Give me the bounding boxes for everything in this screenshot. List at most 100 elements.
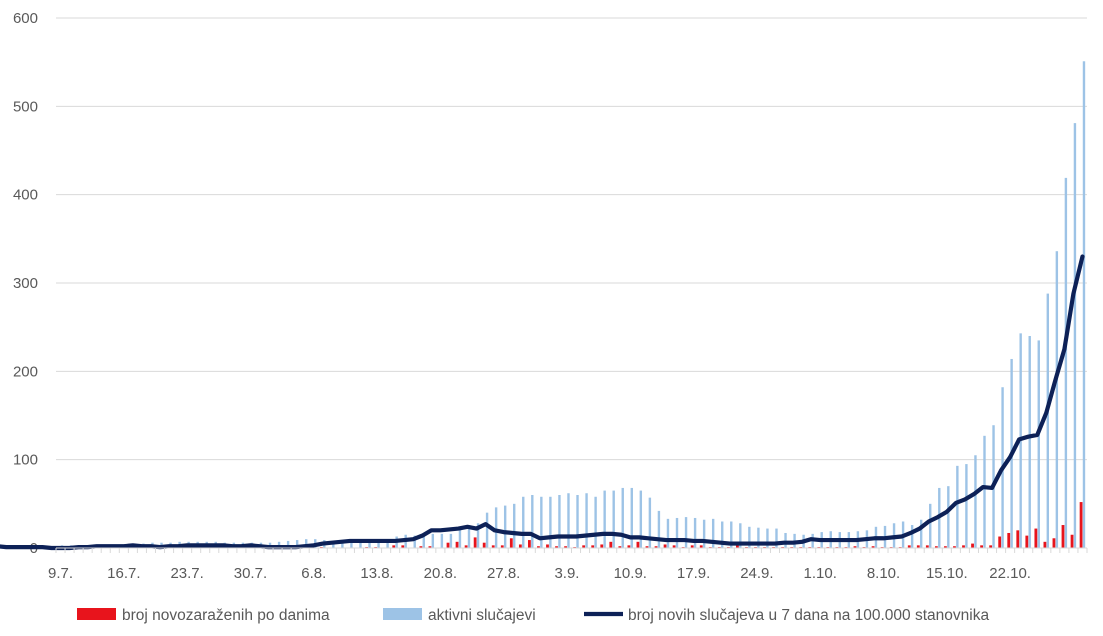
- bar-new-cases: [446, 542, 450, 548]
- legend-item-active-cases: aktivni slučajevi: [383, 607, 536, 624]
- legend-swatch-new-cases: [77, 608, 116, 620]
- bar-active-cases: [513, 503, 516, 548]
- bar-active-cases: [540, 496, 543, 548]
- bar-active-cases: [386, 540, 389, 548]
- bar-new-cases: [591, 545, 595, 548]
- bar-active-cases: [675, 517, 679, 548]
- bar-new-cases: [627, 545, 631, 548]
- bar-new-cases: [853, 546, 857, 548]
- x-tick-label: 27.8.: [487, 565, 520, 582]
- x-tick-label: 1.10.: [804, 565, 837, 582]
- bar-active-cases: [368, 542, 371, 548]
- bar-new-cases: [962, 545, 965, 548]
- x-tick-label: 13.8.: [360, 565, 393, 582]
- bar-new-cases: [925, 545, 929, 548]
- bar-active-cases: [359, 542, 362, 548]
- bar-active-cases: [983, 435, 986, 548]
- bar-active-cases: [621, 487, 624, 548]
- bar-active-cases: [919, 519, 923, 548]
- bar-active-cases: [503, 505, 507, 548]
- series-new-cases-bars: [57, 502, 1083, 548]
- bar-new-cases: [546, 544, 549, 548]
- bar-active-cases: [1028, 336, 1031, 548]
- bar-new-cases: [564, 546, 567, 548]
- bar-new-cases: [1007, 532, 1011, 548]
- y-tick-label: 400: [13, 187, 38, 204]
- bar-new-cases: [871, 546, 875, 548]
- bar-active-cases: [612, 490, 615, 548]
- bar-active-cases: [657, 510, 661, 548]
- legend-item-new-cases: broj novozaraženih po danima: [77, 607, 330, 624]
- bar-new-cases: [1043, 541, 1047, 548]
- bar-new-cases: [1061, 525, 1065, 548]
- bar-new-cases: [645, 546, 649, 548]
- bar-new-cases: [654, 546, 658, 548]
- legend-label-7day-rate: broj novih slučajeva u 7 dana na 100.000…: [628, 607, 989, 624]
- bar-active-cases: [947, 486, 950, 548]
- bar-new-cases: [392, 545, 396, 548]
- bar-new-cases: [537, 546, 540, 548]
- bar-active-cases: [929, 503, 932, 548]
- bar-new-cases: [907, 545, 911, 548]
- bar-active-cases: [295, 540, 299, 548]
- bar-active-cases: [341, 541, 344, 548]
- bar-new-cases: [600, 544, 604, 548]
- bar-active-cases: [603, 490, 606, 548]
- bar-active-cases: [639, 490, 643, 548]
- bar-active-cases: [1037, 340, 1040, 548]
- bar-active-cases: [549, 496, 552, 548]
- bar-new-cases: [916, 545, 920, 548]
- bar-active-cases: [956, 465, 959, 548]
- bar-active-cases: [422, 534, 425, 548]
- bar-new-cases: [663, 544, 667, 548]
- series-7day-rate-line: [0, 254, 1085, 551]
- x-tick-label: 23.7.: [170, 565, 203, 582]
- bar-active-cases: [648, 497, 652, 548]
- bar-new-cases: [618, 546, 622, 548]
- bar-active-cases: [476, 523, 480, 548]
- bar-active-cases: [702, 519, 706, 548]
- legend-label-active-cases: aktivni slučajevi: [428, 607, 536, 624]
- x-axis-tick-labels: 9.7. 16.7. 23.7. 30.7. 6.8. 13.8. 20.8. 27.8. 3.…: [48, 565, 1031, 582]
- bar-new-cases: [609, 541, 613, 548]
- x-tick-label: 3.9.: [554, 565, 579, 582]
- bar-new-cases: [944, 546, 947, 548]
- bar-active-cases: [522, 496, 525, 548]
- bar-new-cases: [690, 545, 694, 548]
- bar-new-cases: [989, 545, 993, 548]
- bar-new-cases: [464, 545, 468, 548]
- gridlines: [56, 17, 1087, 461]
- bar-new-cases: [473, 537, 477, 548]
- bar-active-cases: [431, 533, 435, 548]
- bar-active-cases: [305, 539, 308, 548]
- bar-active-cases: [413, 535, 416, 548]
- x-tick-label: 17.9.: [677, 565, 710, 582]
- x-tick-label: 10.9.: [614, 565, 647, 582]
- x-tick-label: 16.7.: [107, 565, 140, 582]
- bar-active-cases: [739, 523, 742, 548]
- legend-swatch-active-cases: [383, 608, 422, 620]
- bar-new-cases: [555, 546, 558, 548]
- bar-new-cases: [953, 546, 956, 548]
- x-tick-label: 9.7.: [48, 565, 73, 582]
- x-tick-label: 20.8.: [424, 565, 457, 582]
- bar-active-cases: [277, 541, 281, 548]
- bar-active-cases: [666, 518, 670, 548]
- bar-active-cases: [1055, 251, 1059, 548]
- bar-new-cases: [401, 545, 405, 548]
- bar-new-cases: [491, 545, 495, 548]
- bar-active-cases: [910, 525, 914, 548]
- bar-active-cases: [693, 517, 697, 548]
- x-tick-label: 15.10.: [926, 565, 968, 582]
- bar-new-cases: [1079, 502, 1083, 548]
- x-tick-label: 6.8.: [301, 565, 326, 582]
- bar-new-cases: [500, 545, 504, 548]
- bar-active-cases: [730, 521, 733, 548]
- x-axis-tick-marks: [55, 548, 1088, 553]
- bar-new-cases: [998, 536, 1002, 548]
- y-tick-label: 600: [13, 10, 38, 27]
- bar-active-cases: [449, 533, 453, 548]
- bar-new-cases: [1052, 538, 1056, 548]
